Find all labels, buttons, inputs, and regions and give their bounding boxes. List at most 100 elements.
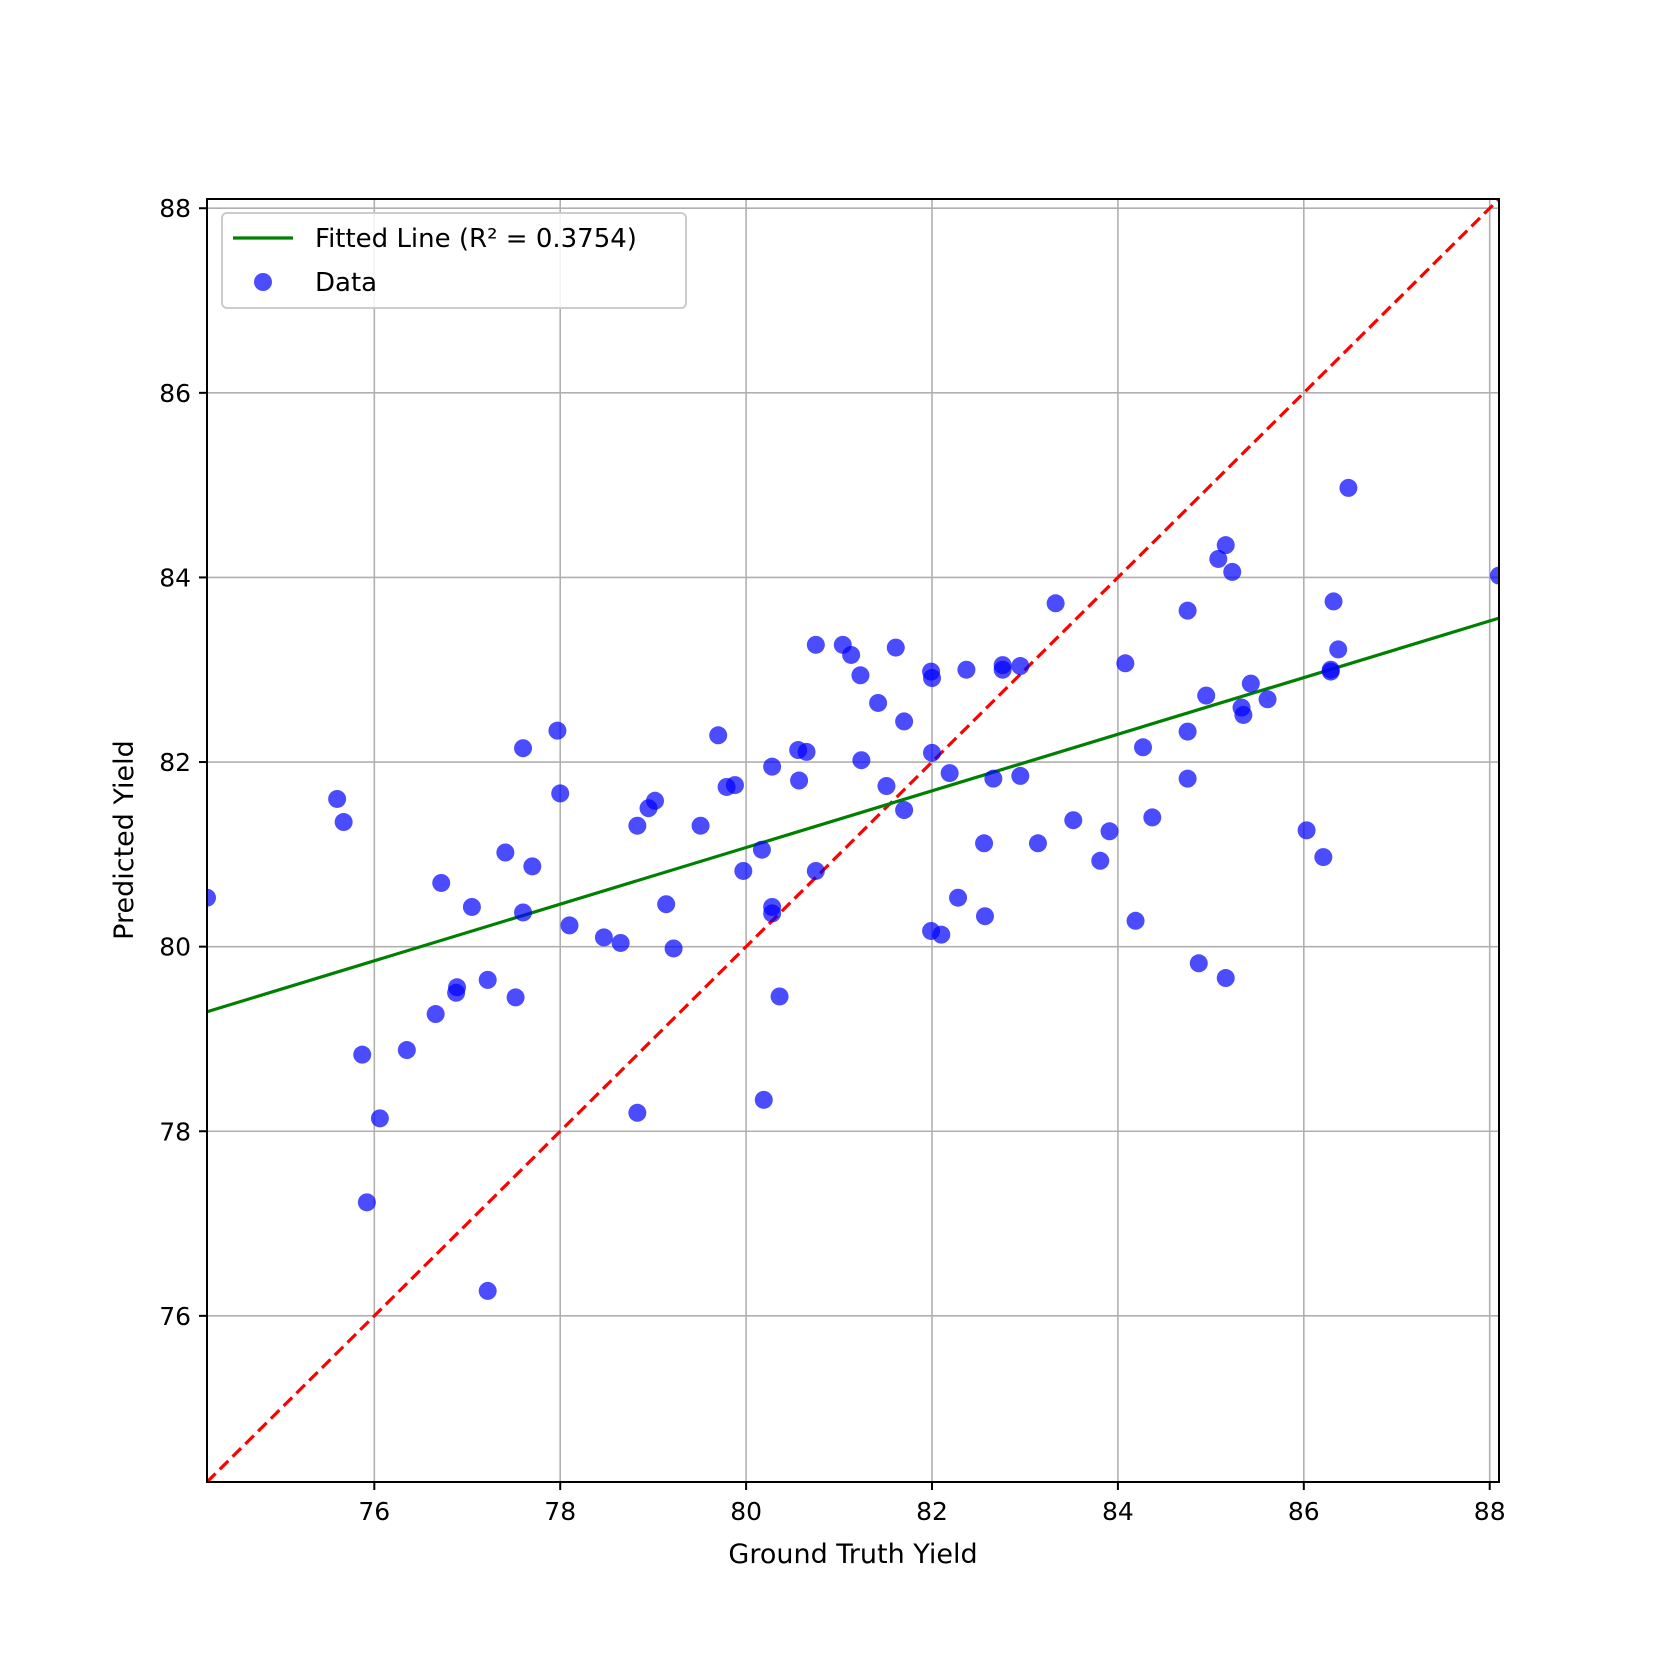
data-point (657, 895, 676, 914)
data-point (984, 769, 1003, 788)
data-point (923, 743, 942, 762)
data-point (514, 739, 533, 758)
legend-box (221, 212, 687, 309)
data-point (975, 907, 994, 926)
x-tick-label: 84 (1102, 1497, 1134, 1526)
data-point (877, 777, 896, 796)
data-point (1216, 969, 1235, 988)
data-point (763, 757, 782, 776)
data-point (1321, 662, 1340, 681)
data-point (1314, 848, 1333, 867)
data-point (432, 873, 451, 892)
data-point (895, 801, 914, 820)
data-point (1091, 851, 1110, 870)
data-point (328, 789, 347, 808)
data-point (551, 784, 570, 803)
y-tick-label: 84 (159, 563, 191, 592)
data-points (207, 478, 1499, 1300)
data-point (1126, 911, 1145, 930)
data-point (752, 840, 771, 859)
data-point (664, 939, 683, 958)
data-point (770, 987, 789, 1006)
data-point (1011, 657, 1030, 676)
data-point (523, 857, 542, 876)
data-point (496, 843, 515, 862)
data-point (1143, 808, 1162, 827)
data-point (763, 904, 782, 923)
data-point (448, 978, 467, 997)
data-point (560, 916, 579, 935)
data-point (949, 888, 968, 907)
data-point (397, 1041, 416, 1060)
legend-data-marker (254, 273, 272, 291)
x-tick-label: 82 (916, 1497, 948, 1526)
data-point (709, 726, 728, 745)
data-point (806, 861, 825, 880)
data-point (869, 693, 888, 712)
data-point (1258, 690, 1277, 709)
data-point (594, 928, 613, 947)
data-point (754, 1090, 773, 1109)
legend-data-label: Data (315, 268, 377, 298)
data-point (462, 897, 481, 916)
legend-fit-label: Fitted Line (R² = 0.3754) (315, 224, 637, 254)
data-point (993, 660, 1012, 679)
data-point (1241, 674, 1260, 693)
data-point (611, 933, 630, 952)
data-point (886, 638, 905, 657)
data-point (691, 816, 710, 835)
data-point (806, 635, 825, 654)
data-point (1046, 594, 1065, 613)
data-point (334, 813, 353, 832)
y-tick-label: 76 (159, 1302, 191, 1331)
data-point (357, 1193, 376, 1212)
data-point (1028, 834, 1047, 853)
data-point (734, 861, 753, 880)
x-tick-label: 78 (544, 1497, 576, 1526)
x-tick-label: 86 (1288, 1497, 1320, 1526)
data-point (1064, 811, 1083, 830)
identity-line-group (207, 199, 1499, 1482)
y-tick-label: 88 (159, 194, 191, 223)
y-tick-label: 86 (159, 379, 191, 408)
data-point (1197, 686, 1216, 705)
data-point (426, 1005, 445, 1024)
data-point (1134, 738, 1153, 757)
x-tick-label: 88 (1474, 1497, 1506, 1526)
data-point (353, 1045, 372, 1064)
data-point (851, 666, 870, 685)
data-point (1339, 478, 1358, 497)
x-axis-label: Ground Truth Yield (728, 1539, 977, 1570)
data-point (506, 988, 525, 1007)
data-point (923, 669, 942, 688)
data-point (1329, 640, 1348, 659)
y-tick-label: 82 (159, 748, 191, 777)
data-point (1178, 601, 1197, 620)
data-point (478, 1281, 497, 1300)
data-point (370, 1109, 389, 1128)
data-point (1100, 822, 1119, 841)
data-point (842, 645, 861, 664)
y-axis-label: Predicted Yield (109, 740, 140, 940)
data-point (957, 660, 976, 679)
data-point (1297, 821, 1316, 840)
data-point (1011, 766, 1030, 785)
axis-ticks: 76 78 80 82 84 86 88 76 78 80 82 84 86 88 (159, 194, 1505, 1526)
legend: Fitted Line (R² = 0.3754) Data (221, 212, 687, 309)
data-point (207, 888, 216, 907)
data-point (852, 751, 871, 770)
x-tick-label: 76 (358, 1497, 390, 1526)
data-point (895, 712, 914, 731)
data-point (790, 771, 809, 790)
data-point (932, 925, 951, 944)
data-point (1216, 536, 1235, 555)
y-tick-label: 80 (159, 933, 191, 962)
data-point (514, 903, 533, 922)
data-point (1223, 562, 1242, 581)
identity-line (207, 199, 1499, 1482)
data-point (940, 764, 959, 783)
data-point (1209, 549, 1228, 568)
data-point (628, 1103, 647, 1122)
fitted-line-group (207, 616, 1499, 1014)
